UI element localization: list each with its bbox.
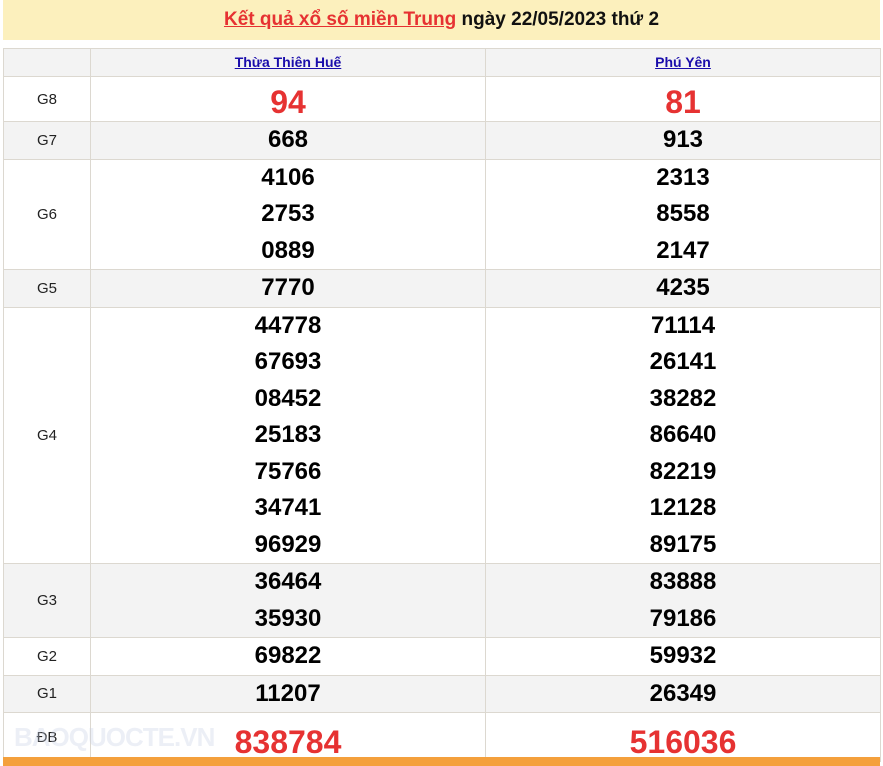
result-number: 0889 bbox=[261, 236, 315, 264]
result-number: 516036 bbox=[629, 723, 737, 760]
result-number: 7770 bbox=[261, 274, 315, 301]
bottom-bar bbox=[3, 757, 880, 766]
result-cell: 83888 79186 bbox=[485, 563, 881, 638]
result-number: 34741 bbox=[254, 494, 322, 521]
result-cell: 668 bbox=[90, 121, 486, 160]
result-cell: 7770 bbox=[90, 269, 486, 308]
prize-label: G5 bbox=[3, 269, 91, 308]
result-number: 36464 bbox=[254, 568, 322, 595]
result-number: 668 bbox=[267, 126, 309, 153]
result-number: 83888 bbox=[649, 568, 717, 595]
result-number: 69822 bbox=[254, 642, 322, 669]
result-number: 08452 bbox=[254, 384, 322, 412]
result-cell: 94 bbox=[90, 76, 486, 122]
result-number: 81 bbox=[665, 83, 701, 120]
prize-row: G6 4106 2753 0889 2313 8558 2147 bbox=[3, 158, 881, 270]
result-cell: 81 bbox=[485, 76, 881, 122]
result-cell: 2313 8558 2147 bbox=[485, 158, 881, 270]
result-number: 35930 bbox=[254, 604, 322, 632]
result-number: 96929 bbox=[254, 530, 322, 558]
prize-label: G1 bbox=[3, 674, 91, 713]
title-date: ngày 22/05/2023 thứ 2 bbox=[456, 9, 660, 30]
result-number: 2147 bbox=[656, 236, 710, 264]
prize-label: G2 bbox=[3, 637, 91, 676]
prize-row: G1 11207 26349 bbox=[3, 674, 881, 713]
result-number: 82219 bbox=[649, 457, 717, 485]
page-title: Kết quả xổ số miền Trung ngày 22/05/2023… bbox=[3, 0, 880, 40]
result-cell: 838784 bbox=[90, 712, 486, 762]
result-number: 38282 bbox=[649, 384, 717, 412]
result-number: 71114 bbox=[650, 311, 716, 339]
result-number: 2313 bbox=[656, 163, 710, 191]
result-number: 86640 bbox=[649, 421, 717, 448]
province-link[interactable]: Thừa Thiên Huế bbox=[234, 53, 342, 70]
province-header: Phú Yên bbox=[485, 48, 881, 77]
result-number: 75766 bbox=[254, 457, 322, 485]
prize-label: G7 bbox=[3, 121, 91, 160]
empty-header-cell bbox=[3, 48, 91, 77]
prize-label: ĐB bbox=[3, 712, 91, 762]
result-cell: 4235 bbox=[485, 269, 881, 308]
result-number: 913 bbox=[662, 126, 704, 153]
result-number: 94 bbox=[270, 83, 306, 120]
prize-label: G3 bbox=[3, 563, 91, 638]
result-number: 59932 bbox=[649, 642, 717, 669]
result-cell: 11207 bbox=[90, 674, 486, 713]
result-number: 8558 bbox=[656, 200, 710, 227]
result-cell: 71114 26141 38282 86640 82219 12128 89175 bbox=[485, 306, 881, 564]
result-number: 79186 bbox=[649, 604, 717, 632]
result-number: 12128 bbox=[649, 494, 717, 521]
prize-label: G4 bbox=[3, 306, 91, 564]
result-cell: 26349 bbox=[485, 674, 881, 713]
prize-row: G2 69822 59932 bbox=[3, 637, 881, 676]
result-number: 25183 bbox=[254, 421, 322, 448]
result-number: 26141 bbox=[649, 348, 717, 375]
result-number: 838784 bbox=[234, 723, 342, 760]
title-link[interactable]: Kết quả xổ số miền Trung bbox=[223, 9, 457, 30]
result-number: 89175 bbox=[649, 530, 717, 558]
result-cell: 59932 bbox=[485, 637, 881, 676]
result-number: 2753 bbox=[261, 200, 315, 227]
prize-row: G8 94 81 bbox=[3, 76, 881, 122]
prize-row: G3 36464 35930 83888 79186 bbox=[3, 563, 881, 638]
result-cell: 36464 35930 bbox=[90, 563, 486, 638]
prize-row: G5 7770 4235 bbox=[3, 269, 881, 308]
prize-row: G4 44778 67693 08452 25183 75766 34741 96929 711… bbox=[3, 306, 881, 564]
results-table: Thừa Thiên Huế Phú Yên G8 94 81 G7 668 913 G6 4… bbox=[3, 48, 881, 762]
result-cell: 44778 67693 08452 25183 75766 34741 96929 bbox=[90, 306, 486, 564]
result-number: 4106 bbox=[261, 163, 315, 191]
result-number: 44778 bbox=[254, 311, 322, 339]
result-number: 26349 bbox=[649, 679, 717, 707]
header-row: Thừa Thiên Huế Phú Yên bbox=[3, 48, 881, 77]
result-cell: 913 bbox=[485, 121, 881, 160]
prize-row: G7 668 913 bbox=[3, 121, 881, 160]
result-number: 4235 bbox=[656, 274, 710, 301]
result-cell: 4106 2753 0889 bbox=[90, 158, 486, 270]
result-cell: 69822 bbox=[90, 637, 486, 676]
result-cell: 516036 bbox=[485, 712, 881, 762]
province-header: Thừa Thiên Huế bbox=[90, 48, 486, 77]
prize-label: G8 bbox=[3, 76, 91, 122]
result-number: 67693 bbox=[254, 348, 322, 375]
prize-row: ĐB 838784 516036 bbox=[3, 712, 881, 762]
result-number: 11207 bbox=[255, 679, 321, 707]
province-link[interactable]: Phú Yên bbox=[655, 53, 711, 70]
prize-label: G6 bbox=[3, 158, 91, 270]
